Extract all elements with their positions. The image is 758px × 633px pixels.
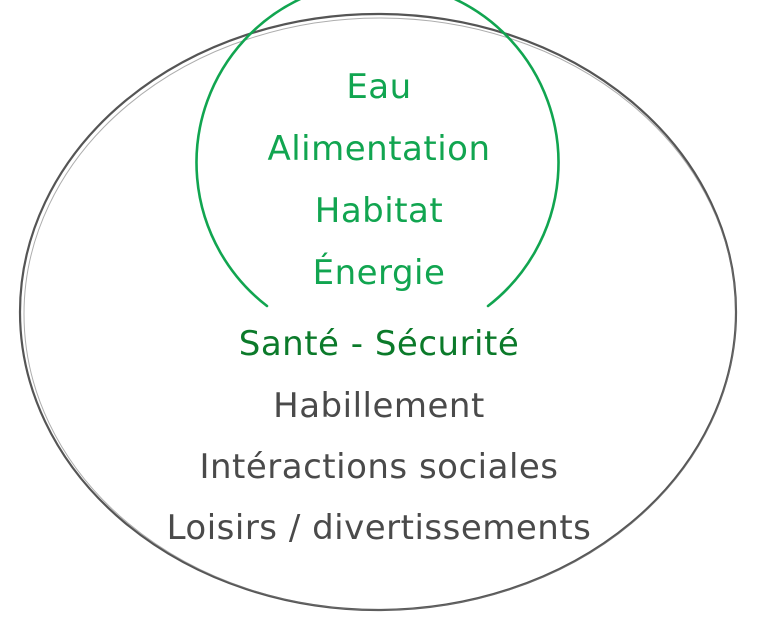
outer-item-interactions-sociales: Intéractions sociales	[199, 447, 559, 487]
inner-circle-arc	[195, 0, 560, 308]
inner-item-habitat: Habitat	[314, 191, 444, 231]
inner-item-energie: Énergie	[312, 253, 446, 293]
inner-item-alimentation: Alimentation	[267, 129, 491, 169]
middle-item-sante-securite: Santé - Sécurité	[238, 324, 520, 364]
inner-item-eau: Eau	[346, 67, 412, 107]
outer-item-habillement: Habillement	[273, 386, 485, 426]
outer-ellipse-sketch	[23, 17, 737, 611]
outer-item-loisirs: Loisirs / divertissements	[166, 508, 592, 548]
